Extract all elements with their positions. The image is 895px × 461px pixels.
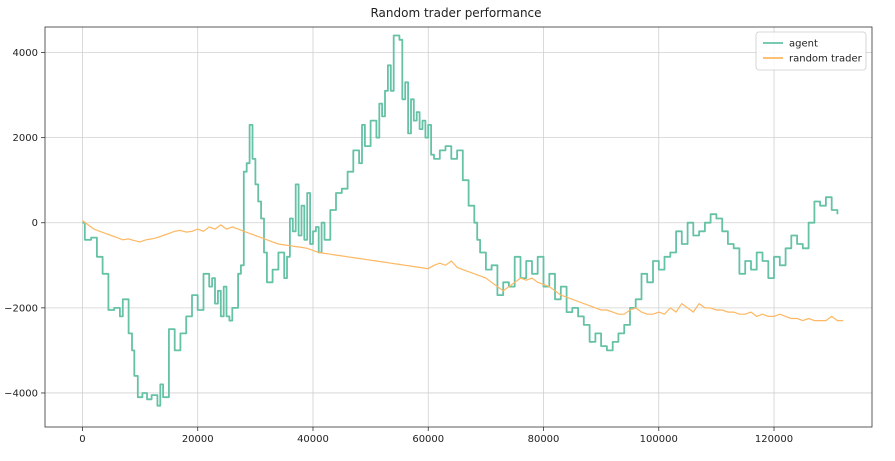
y-tick-label: 0 (32, 218, 38, 229)
y-tick-label: 2000 (13, 133, 38, 144)
x-tick-label: 40000 (297, 434, 329, 445)
chart-title: Random trader performance (370, 6, 541, 20)
x-tick-label: 60000 (412, 434, 444, 445)
plot-frame (44, 26, 873, 428)
y-tick-label: −4000 (4, 388, 38, 399)
legend: agent random trader (755, 31, 867, 71)
x-tick-label: 20000 (182, 434, 214, 445)
x-tick-label: 0 (79, 434, 85, 445)
legend-box (755, 31, 867, 71)
y-tick-label: 4000 (13, 48, 38, 59)
ticks: 0 20000 40000 60000 80000 100000 120000−4000−2… (4, 48, 793, 445)
y-tick-label: −2000 (4, 303, 38, 314)
grid (45, 27, 872, 427)
x-tick-label: 120000 (755, 434, 793, 445)
series-layer (82, 34, 844, 407)
legend-label: random trader (789, 54, 863, 65)
series-line-agent (82, 34, 839, 407)
legend-label: agent (789, 39, 818, 50)
x-tick-label: 80000 (528, 434, 560, 445)
x-tick-label: 100000 (640, 434, 678, 445)
series-line-random-trader (82, 220, 844, 322)
